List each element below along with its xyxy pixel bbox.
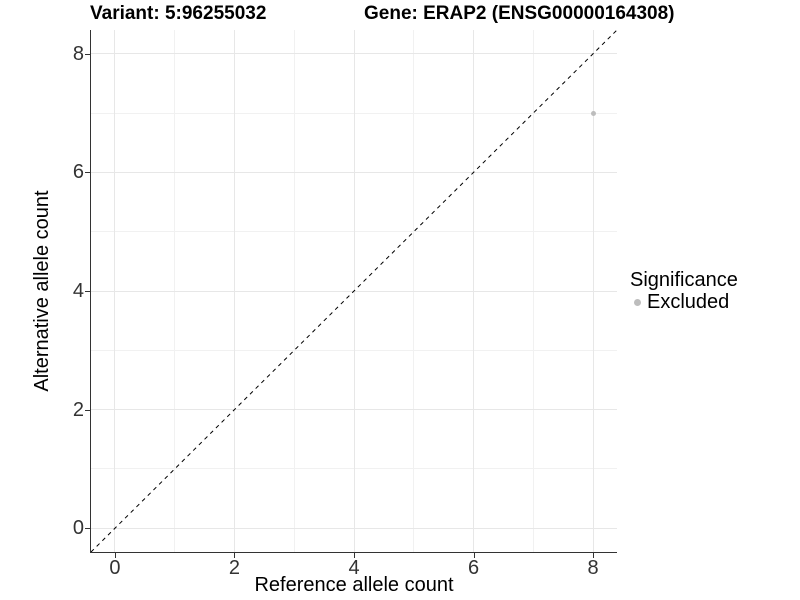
gene-title: Gene: ERAP2 (ENSG00000164308) (364, 3, 675, 24)
y-tick-mark (85, 528, 90, 530)
x-axis-title: Reference allele count (254, 574, 454, 596)
x-tick-label: 8 (587, 557, 599, 579)
x-tick-label: 6 (467, 557, 480, 579)
y-tick-mark (85, 53, 90, 55)
y-tick-label: 0 (72, 517, 84, 540)
x-tick-label: 0 (109, 557, 121, 579)
variant-title: Variant: 5:96255032 (90, 3, 267, 24)
gridline-major-horizontal (91, 53, 617, 55)
y-tick-mark (85, 291, 90, 292)
plot-panel (91, 30, 617, 552)
legend-item-label: Excluded (647, 291, 730, 313)
legend: Significance Excluded (630, 269, 738, 313)
gridline-major-horizontal (91, 171, 617, 173)
y-tick-label: 6 (72, 161, 84, 184)
data-point (590, 110, 596, 116)
y-tick-label: 4 (72, 280, 84, 302)
x-axis-line (90, 552, 617, 553)
legend-marker-dot-icon (634, 298, 641, 306)
y-axis-title: Alternative allele count (31, 190, 53, 392)
x-tick-label: 4 (348, 557, 360, 579)
y-axis-line (90, 30, 91, 553)
gridline-major-horizontal (91, 527, 617, 529)
y-tick-mark (85, 172, 90, 174)
y-tick-label: 2 (72, 398, 84, 421)
x-tick-mark (234, 553, 236, 558)
x-tick-mark (593, 553, 595, 558)
gridline-major-horizontal (91, 409, 617, 411)
identity-dashed-line (91, 30, 617, 552)
y-tick-mark (85, 409, 90, 411)
legend-title: Significance (630, 269, 738, 291)
x-tick-mark (114, 553, 116, 558)
x-tick-mark (354, 553, 355, 558)
x-tick-label: 2 (228, 557, 241, 579)
legend-item-excluded: Excluded (630, 291, 738, 313)
x-tick-mark (473, 553, 475, 558)
y-tick-label: 8 (72, 42, 84, 65)
